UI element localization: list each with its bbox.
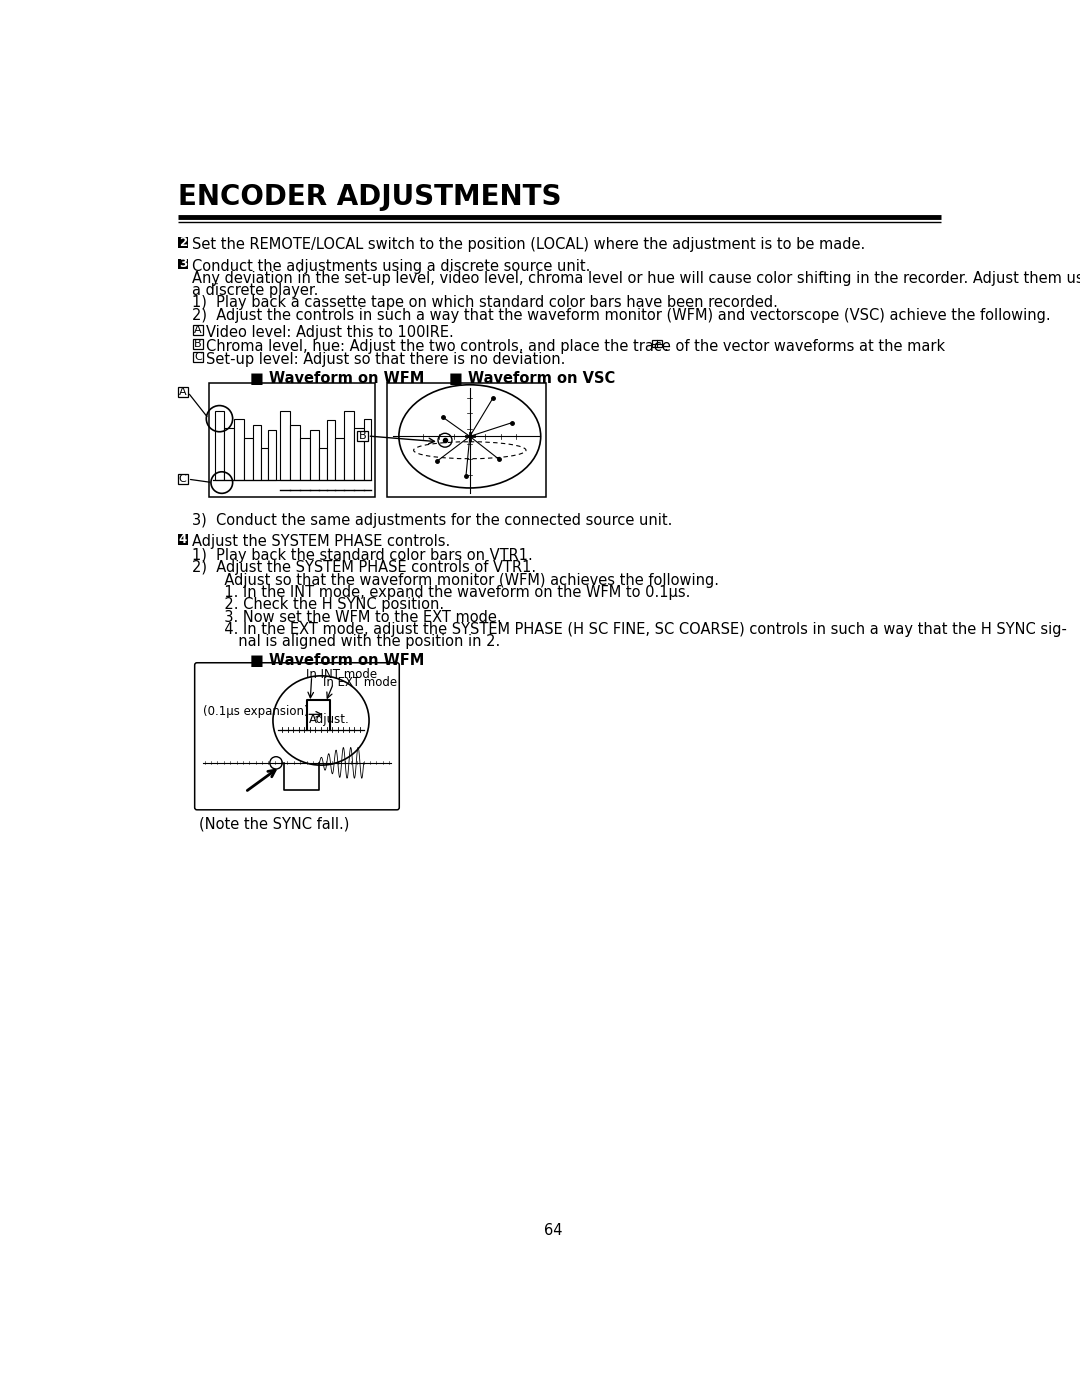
Bar xyxy=(280,411,291,481)
Text: Set-up level: Adjust so that there is no deviation.: Set-up level: Adjust so that there is no… xyxy=(205,352,565,367)
Bar xyxy=(387,383,545,497)
Text: Chroma level, hue: Adjust the two controls, and place the trace of the vector wa: Chroma level, hue: Adjust the two contro… xyxy=(205,338,945,353)
Bar xyxy=(335,437,345,481)
Bar xyxy=(310,430,320,481)
Text: B: B xyxy=(194,338,202,349)
FancyBboxPatch shape xyxy=(194,662,400,810)
Bar xyxy=(225,427,234,481)
Bar xyxy=(234,419,243,481)
Text: ■ Waveform on WFM: ■ Waveform on WFM xyxy=(249,372,424,386)
Text: 2)  Adjust the SYSTEM PHASE controls of VTR1.: 2) Adjust the SYSTEM PHASE controls of V… xyxy=(192,560,537,576)
Text: 2)  Adjust the controls in such a way that the waveform monitor (WFM) and vector: 2) Adjust the controls in such a way tha… xyxy=(192,307,1051,323)
Text: 1. In the INT mode, expand the waveform on the WFM to 0.1μs.: 1. In the INT mode, expand the waveform … xyxy=(192,585,691,599)
Text: a discrete player.: a discrete player. xyxy=(192,284,319,298)
Text: In EXT mode: In EXT mode xyxy=(323,676,396,689)
Text: 3: 3 xyxy=(179,257,187,271)
Text: 3. Now set the WFM to the EXT mode.: 3. Now set the WFM to the EXT mode. xyxy=(192,609,502,624)
Ellipse shape xyxy=(273,676,369,766)
Text: .: . xyxy=(664,338,669,353)
Bar xyxy=(208,383,375,497)
Text: 1)  Play back a cassette tape on which standard color bars have been recorded.: 1) Play back a cassette tape on which st… xyxy=(192,295,779,310)
Text: Adjust the SYSTEM PHASE controls.: Adjust the SYSTEM PHASE controls. xyxy=(192,534,450,549)
Bar xyxy=(260,448,268,481)
Bar xyxy=(243,437,253,481)
Bar xyxy=(345,411,353,481)
Bar xyxy=(652,339,662,346)
Text: 64: 64 xyxy=(544,1222,563,1238)
Text: C: C xyxy=(179,474,187,485)
Text: nal is aligned with the position in 2.: nal is aligned with the position in 2. xyxy=(192,634,501,650)
Text: 3)  Conduct the same adjustments for the connected source unit.: 3) Conduct the same adjustments for the … xyxy=(192,513,673,528)
Bar xyxy=(193,324,203,335)
Text: C: C xyxy=(194,352,202,362)
Bar xyxy=(193,338,203,349)
Text: A: A xyxy=(194,324,202,335)
Bar xyxy=(300,437,310,481)
Circle shape xyxy=(270,757,282,768)
Bar xyxy=(364,419,372,481)
Text: Adjust.: Adjust. xyxy=(309,712,349,726)
Text: 4: 4 xyxy=(179,534,187,546)
Text: In INT mode: In INT mode xyxy=(306,668,377,682)
Text: 2: 2 xyxy=(179,236,187,249)
Bar xyxy=(268,430,276,481)
Text: (0.1μs expansion): (0.1μs expansion) xyxy=(203,705,309,718)
Bar xyxy=(327,420,335,481)
Bar xyxy=(215,411,225,481)
Text: (Note the SYNC fall.): (Note the SYNC fall.) xyxy=(199,817,349,831)
Bar xyxy=(291,425,300,481)
Text: ■ Waveform on WFM: ■ Waveform on WFM xyxy=(249,652,424,668)
Bar xyxy=(193,352,203,362)
Bar xyxy=(253,425,260,481)
Text: ENCODER ADJUSTMENTS: ENCODER ADJUSTMENTS xyxy=(177,183,562,211)
Text: A: A xyxy=(179,387,187,397)
Bar xyxy=(177,258,189,270)
Bar xyxy=(353,427,364,481)
Text: 2. Check the H SYNC position.: 2. Check the H SYNC position. xyxy=(192,598,445,612)
Bar xyxy=(177,237,189,247)
Text: Conduct the adjustments using a discrete source unit.: Conduct the adjustments using a discrete… xyxy=(192,258,591,274)
Text: 1)  Play back the standard color bars on VTR1.: 1) Play back the standard color bars on … xyxy=(192,548,534,563)
Text: Set the REMOTE/LOCAL switch to the position (LOCAL) where the adjustment is to b: Set the REMOTE/LOCAL switch to the posit… xyxy=(192,237,865,251)
Text: Video level: Adjust this to 100IRE.: Video level: Adjust this to 100IRE. xyxy=(205,324,454,339)
Bar xyxy=(320,448,327,481)
Text: Any deviation in the set-up level, video level, chroma level or hue will cause c: Any deviation in the set-up level, video… xyxy=(192,271,1080,286)
Text: 4. In the EXT mode, adjust the SYSTEM PHASE (H SC FINE, SC COARSE) controls in s: 4. In the EXT mode, adjust the SYSTEM PH… xyxy=(192,622,1067,637)
Bar xyxy=(357,432,367,441)
Bar xyxy=(177,387,188,397)
Text: ■ Waveform on VSC: ■ Waveform on VSC xyxy=(449,372,616,386)
Bar xyxy=(177,534,189,545)
Text: B: B xyxy=(359,432,366,441)
Text: Adjust so that the waveform monitor (WFM) achieves the following.: Adjust so that the waveform monitor (WFM… xyxy=(192,573,719,588)
Bar xyxy=(177,474,188,485)
